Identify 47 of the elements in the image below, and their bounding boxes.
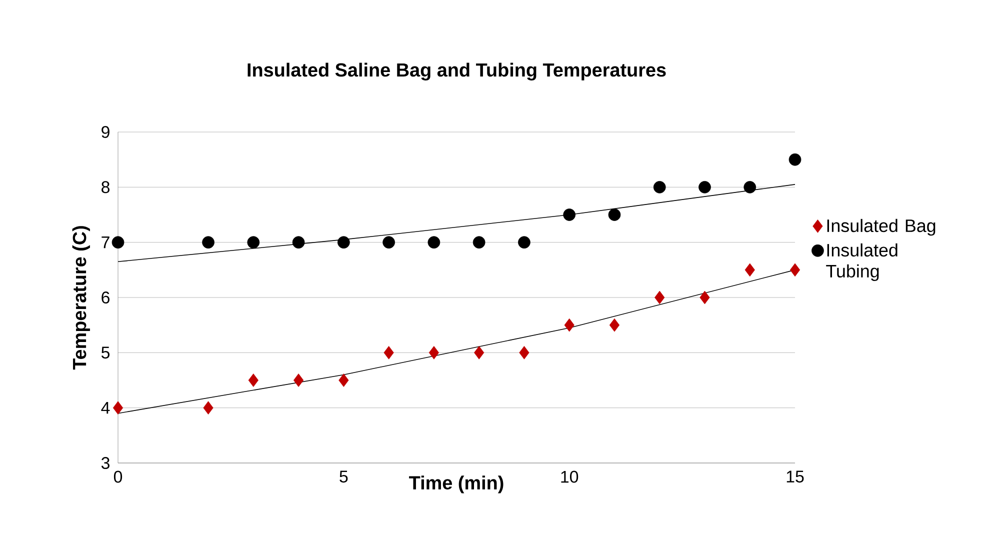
- point: [700, 290, 710, 304]
- point: [654, 290, 665, 304]
- point: [518, 236, 530, 249]
- point: [744, 263, 755, 277]
- point: [112, 401, 124, 415]
- point: [563, 208, 576, 221]
- point: [698, 180, 711, 194]
- y-tick-label: 4: [101, 402, 110, 414]
- point: [337, 236, 350, 249]
- point: [788, 153, 802, 166]
- point: [472, 236, 486, 249]
- point: [338, 374, 349, 387]
- y-tick-label: 5: [101, 346, 110, 359]
- point: [428, 346, 439, 360]
- point: [744, 180, 756, 194]
- y-tick-label: 3: [101, 457, 110, 469]
- x-tick-label: 0: [114, 470, 122, 483]
- y-tick-label: 9: [102, 126, 110, 138]
- point: [653, 180, 666, 194]
- point: [382, 236, 395, 249]
- point: [247, 236, 260, 249]
- y-tick-label: 6: [102, 292, 110, 304]
- point: [112, 236, 124, 249]
- point: [474, 346, 484, 360]
- point: [608, 208, 621, 221]
- point: [292, 236, 305, 249]
- point: [564, 318, 574, 332]
- point: [293, 374, 304, 387]
- point: [248, 374, 258, 387]
- x-axis-title: Time (min): [409, 476, 504, 494]
- y-tick-label: 8: [102, 181, 110, 194]
- legend-label: Insulated Bag: [827, 218, 936, 236]
- x-tick-label: 10: [561, 470, 578, 483]
- legend-label: Insulated Tubing: [826, 243, 898, 282]
- point: [384, 346, 394, 360]
- point: [519, 346, 530, 360]
- point: [609, 318, 620, 332]
- point: [202, 236, 214, 249]
- y-tick-label: 7: [102, 236, 110, 248]
- x-tick-label: 15: [786, 470, 804, 483]
- line-series: [118, 184, 796, 262]
- point: [428, 236, 440, 249]
- y-axis-title: Temperature (C): [72, 226, 90, 370]
- point: [203, 401, 214, 415]
- chart-title: Insulated Saline Bag and Tubing Temperatures: [248, 62, 666, 81]
- point: [790, 263, 800, 277]
- x-tick-label: 5: [340, 470, 348, 483]
